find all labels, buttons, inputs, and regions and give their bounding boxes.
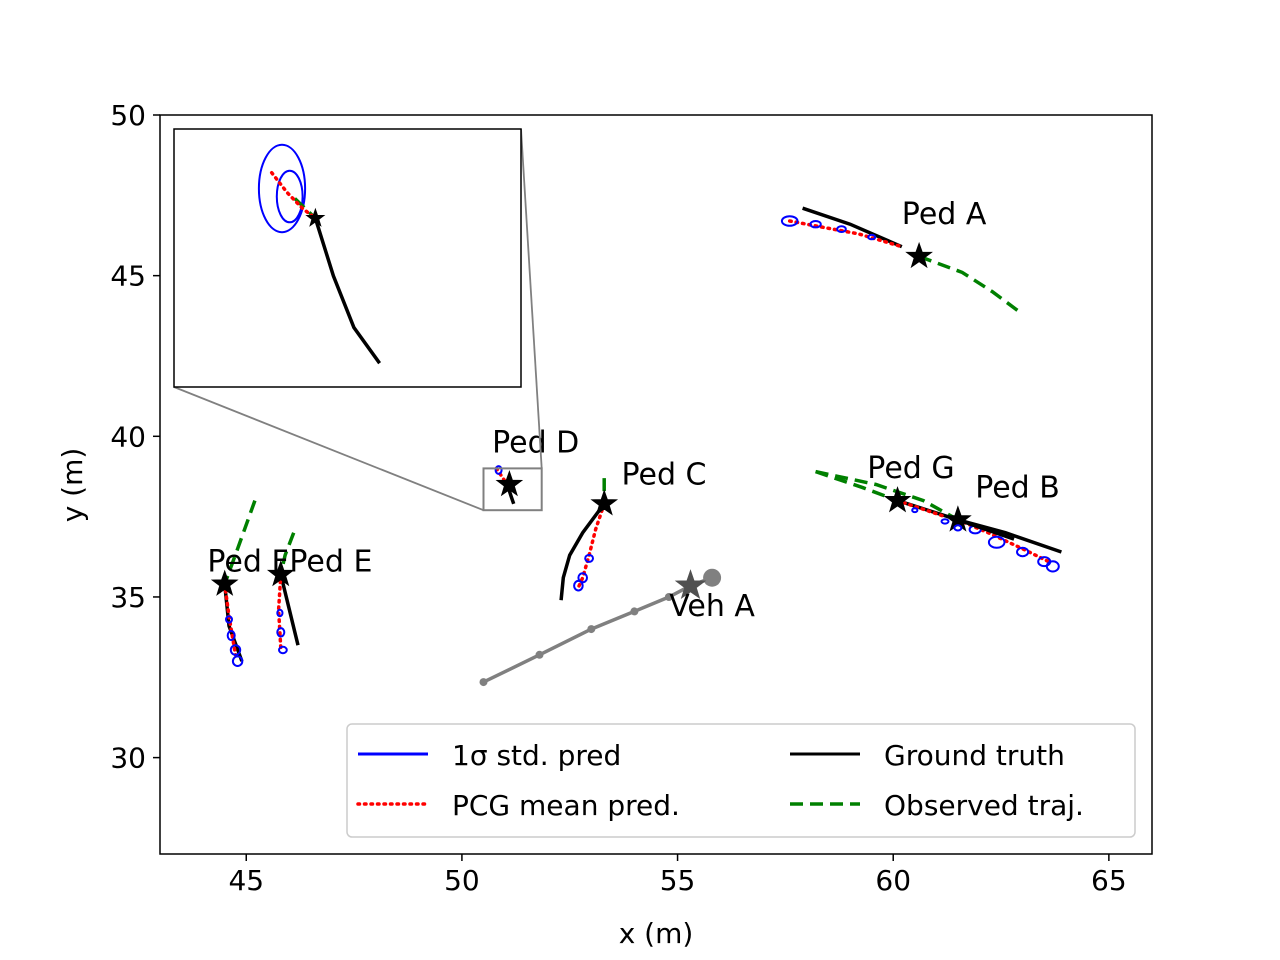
ped-b-mean-line (956, 518, 1051, 564)
ped-a-std-ellipse-1 (809, 220, 822, 229)
ped-e-std-ellipse-0 (276, 608, 284, 618)
y-axis-label: y (m) (56, 448, 89, 523)
ped-c-std-ellipse-0 (584, 553, 594, 563)
inset-frame (173, 128, 522, 388)
ped-f-std-ellipse-3 (231, 655, 244, 668)
ped-g-label: Ped G (867, 451, 954, 486)
ped-d-label: Ped D (492, 425, 579, 460)
x-tick-label-55: 55 (660, 864, 696, 897)
vehicle-point-1 (535, 650, 544, 659)
legend-label-truth: Ground truth (884, 739, 1065, 772)
ped-b-std-ellipse-2 (1016, 546, 1030, 558)
ped-a-std-ellipse-3 (867, 233, 877, 241)
ped-c-truth-line (559, 502, 606, 601)
ped-e-std-ellipse-1 (276, 627, 286, 638)
ped-c-std-ellipse-2 (573, 579, 584, 592)
ped-d-star (495, 469, 524, 497)
y-tick-label-40: 40 (110, 420, 146, 453)
ped-f-std-ellipse-1 (226, 630, 236, 641)
ped-a-truth-line (802, 206, 903, 249)
inset-truth-line (313, 217, 382, 365)
vehicle-current-marker (703, 568, 722, 587)
vehicle-point-2 (587, 625, 596, 634)
axes-frame (159, 114, 1153, 855)
ped-g-star (883, 486, 912, 513)
ped-a-observed-line (918, 254, 1024, 316)
zoom-inset (173, 128, 522, 388)
ped-f-label: Ped F (207, 544, 288, 579)
ped-d-std-ellipse-0 (494, 465, 503, 475)
ped-a-std-ellipse-0 (780, 215, 799, 227)
ped-g-observed-line (815, 469, 899, 503)
vehicle-point-0 (479, 678, 488, 687)
inset-plot-layer (257, 143, 382, 365)
plot-layer (210, 206, 1062, 687)
y-axis-ticks: 30 35 40 45 50 (110, 99, 160, 775)
ped-e-std-ellipse-2 (278, 645, 288, 655)
ped-a-label: Ped A (902, 197, 987, 232)
ped-b-std-ellipse-4 (1045, 560, 1060, 573)
vehicle-point-3 (630, 607, 639, 616)
legend-box (346, 723, 1136, 838)
ped-c-star (590, 489, 619, 516)
ped-f-std-ellipse-2 (229, 644, 242, 656)
vehicle-star (674, 569, 707, 600)
x-tick-label-45: 45 (228, 864, 264, 897)
ped-g-std-ellipse-0 (911, 507, 919, 514)
legend-label-std: 1σ std. pred (452, 739, 621, 772)
y-tick-label-30: 30 (110, 742, 146, 775)
ped-a-star (905, 241, 933, 269)
vehicle-label: Veh A (669, 589, 755, 624)
inset-mean-line (269, 170, 318, 221)
y-tick-label-45: 45 (110, 260, 146, 293)
x-tick-label-50: 50 (444, 864, 480, 897)
inset-star (305, 207, 326, 227)
x-tick-label-65: 65 (1091, 864, 1127, 897)
inset-std-ellipse-1 (275, 169, 304, 224)
ped-e-label: Ped E (289, 544, 372, 579)
inset-connector-lower (173, 386, 484, 512)
inset-source-box (482, 467, 543, 512)
x-tick-label-60: 60 (875, 864, 911, 897)
legend-label-observed: Observed traj. (884, 789, 1084, 822)
ped-g-mean-line (895, 498, 947, 519)
legend-label-mean: PCG mean pred. (452, 789, 680, 822)
inset-std-ellipse-0 (257, 143, 307, 234)
ped-e-truth-line (279, 574, 300, 646)
ped-b-std-ellipse-1 (987, 535, 1006, 549)
ped-c-std-ellipse-1 (577, 572, 589, 584)
ped-a-std-ellipse-2 (836, 225, 847, 234)
ped-g-std-ellipse-1 (940, 518, 950, 525)
y-tick-label-50: 50 (110, 99, 146, 132)
inset-connector-upper (520, 128, 543, 469)
ped-g-std-ellipse-2 (953, 524, 963, 532)
x-axis-label: x (m) (619, 917, 694, 950)
legend: 1σ std. pred Ground truth PCG mean pred.… (346, 723, 1136, 838)
ped-e-observed-line (279, 532, 296, 575)
ped-e-star (266, 559, 295, 587)
ped-f-std-ellipse-0 (225, 615, 233, 624)
ped-c-label: Ped C (622, 458, 707, 493)
y-tick-label-35: 35 (110, 581, 146, 614)
ped-f-star (210, 569, 239, 596)
x-axis-ticks: 45 50 55 60 65 (228, 854, 1127, 897)
vehicle-point-4 (664, 593, 673, 601)
ped-b-label: Ped B (975, 470, 1060, 505)
ped-f-observed-line (223, 500, 257, 585)
ped-a-mean-line (787, 219, 904, 249)
